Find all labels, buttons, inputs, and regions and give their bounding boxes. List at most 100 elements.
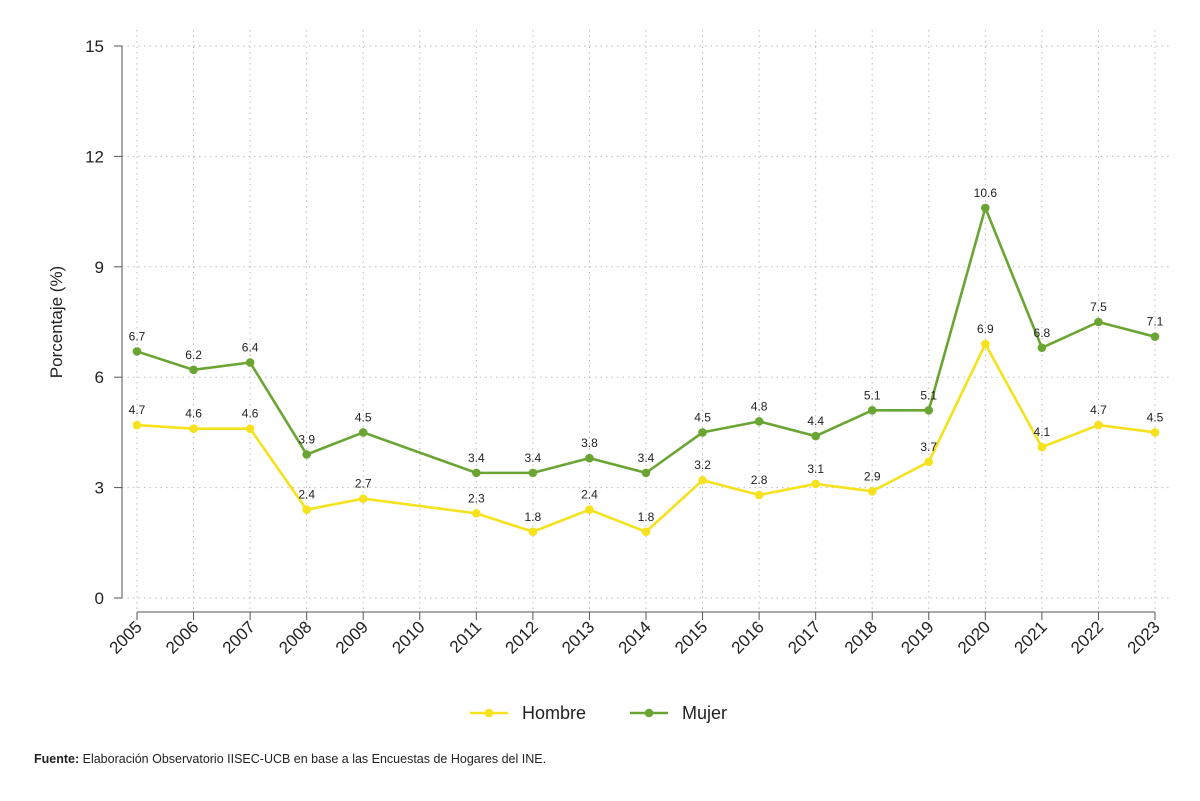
data-point-hombre [698,475,707,485]
data-label-hombre: 4.6 [242,407,259,421]
y-tick-label: 0 [95,589,104,608]
data-label-mujer: 7.1 [1147,315,1164,329]
data-label-mujer: 3.9 [298,432,315,446]
data-label-hombre: 4.1 [1034,425,1051,439]
data-label-hombre: 3.1 [807,462,824,476]
data-point-hombre [924,457,934,467]
data-point-hombre [585,505,594,514]
y-tick-label: 15 [85,37,104,56]
data-point-hombre [189,424,198,434]
data-label-hombre: 2.7 [355,477,372,491]
x-tick-label: 2017 [784,617,824,657]
data-label-mujer: 3.8 [581,436,598,450]
data-label-mujer: 5.1 [864,388,881,402]
data-point-mujer [811,431,820,441]
data-label-hombre: 6.9 [977,322,994,336]
data-point-mujer [245,358,255,367]
data-point-mujer [754,417,764,426]
data-label-hombre: 2.4 [298,488,315,502]
data-label-hombre: 4.7 [1090,403,1107,417]
data-point-hombre [245,424,255,434]
y-tick-labels: 0 3 6 9 12 15 [85,37,104,608]
data-label-mujer: 6.8 [1034,326,1051,340]
data-point-mujer [867,406,877,415]
data-point-hombre [132,420,142,430]
data-label-hombre: 4.7 [129,403,146,417]
data-point-hombre [867,486,877,496]
data-point-mujer [698,428,707,437]
data-point-mujer [472,468,481,478]
data-point-hombre [302,505,311,514]
data-point-hombre [754,490,764,500]
data-label-mujer: 3.4 [525,451,542,465]
data-point-hombre [1037,442,1047,452]
axes [114,45,1156,620]
x-tick-label: 2022 [1067,617,1107,657]
data-label-mujer: 5.1 [920,388,937,402]
data-point-hombre [1150,428,1160,437]
data-label-hombre: 4.6 [185,407,202,421]
data-label-mujer: 7.5 [1090,300,1107,314]
legend-label-mujer: Mujer [682,703,727,723]
legend-label-hombre: Hombre [522,703,586,723]
x-tick-label: 2023 [1124,617,1164,657]
source-note: Fuente: Elaboración Observatorio IISEC-U… [34,752,546,766]
data-label-mujer: 4.5 [355,410,372,424]
data-point-mujer [1094,317,1103,327]
data-point-hombre [358,494,368,503]
data-label-mujer: 10.6 [974,186,998,200]
data-label-mujer: 4.8 [751,399,768,413]
data-label-mujer: 6.4 [242,340,259,354]
data-label-hombre: 2.3 [468,491,485,505]
data-label-mujer: 3.4 [468,451,485,465]
data-point-mujer [1037,343,1047,353]
x-tick-label: 2015 [671,617,711,657]
data-point-mujer [585,453,594,463]
source-text: Elaboración Observatorio IISEC-UCB en ba… [79,752,547,766]
data-label-mujer: 6.7 [129,329,146,343]
x-tick-label: 2007 [219,617,259,657]
x-tick-label: 2016 [728,617,768,657]
x-tick-label: 2010 [388,617,428,657]
data-label-hombre: 3.2 [694,458,711,472]
legend-marker-mujer [644,708,654,718]
data-point-mujer [358,428,368,437]
data-label-hombre: 1.8 [525,510,542,524]
data-label-mujer: 4.4 [807,414,824,428]
x-tick-labels: 2005 2006 2007 2008 2009 2010 2011 2012 2013 2014… [106,617,1164,657]
x-tick-label: 2013 [558,617,598,657]
data-point-mujer [528,468,538,478]
data-point-hombre [641,527,651,537]
data-label-hombre: 4.5 [1147,410,1164,424]
x-tick-label: 2012 [502,617,542,657]
data-point-hombre [472,509,481,518]
data-point-hombre [981,339,990,349]
y-tick-label: 3 [95,479,104,498]
data-label-mujer: 3.4 [638,451,655,465]
y-tick-label: 6 [95,368,104,387]
legend: Hombre Mujer [470,703,727,723]
data-point-hombre [811,479,820,489]
data-label-hombre: 2.8 [751,473,768,487]
data-point-hombre [528,527,538,537]
data-point-mujer [132,347,142,356]
series-line-hombre [136,342,1156,534]
data-point-mujer [981,203,990,213]
y-tick-label: 12 [85,147,104,166]
source-label: Fuente: [34,752,80,766]
data-point-hombre [1094,420,1103,430]
data-label-mujer: 4.5 [694,410,711,424]
x-tick-label: 2011 [446,617,485,656]
y-tick-label: 9 [95,258,104,277]
data-label-mujer: 6.2 [185,348,202,362]
series-group: 4.7 4.6 4.6 2.4 2.7 2.3 1.8 2.4 1.8 3.2 2.8 3.1 2.9 3… [129,186,1164,537]
y-axis-title: Porcentaje (%) [47,266,66,378]
data-label-hombre: 2.9 [864,469,881,483]
x-tick-label: 2005 [106,617,146,657]
data-point-mujer [1150,332,1160,342]
x-tick-label: 2006 [162,617,202,657]
data-point-mujer [189,365,198,375]
x-tick-label: 2021 [1011,617,1051,657]
data-point-mujer [302,450,311,459]
